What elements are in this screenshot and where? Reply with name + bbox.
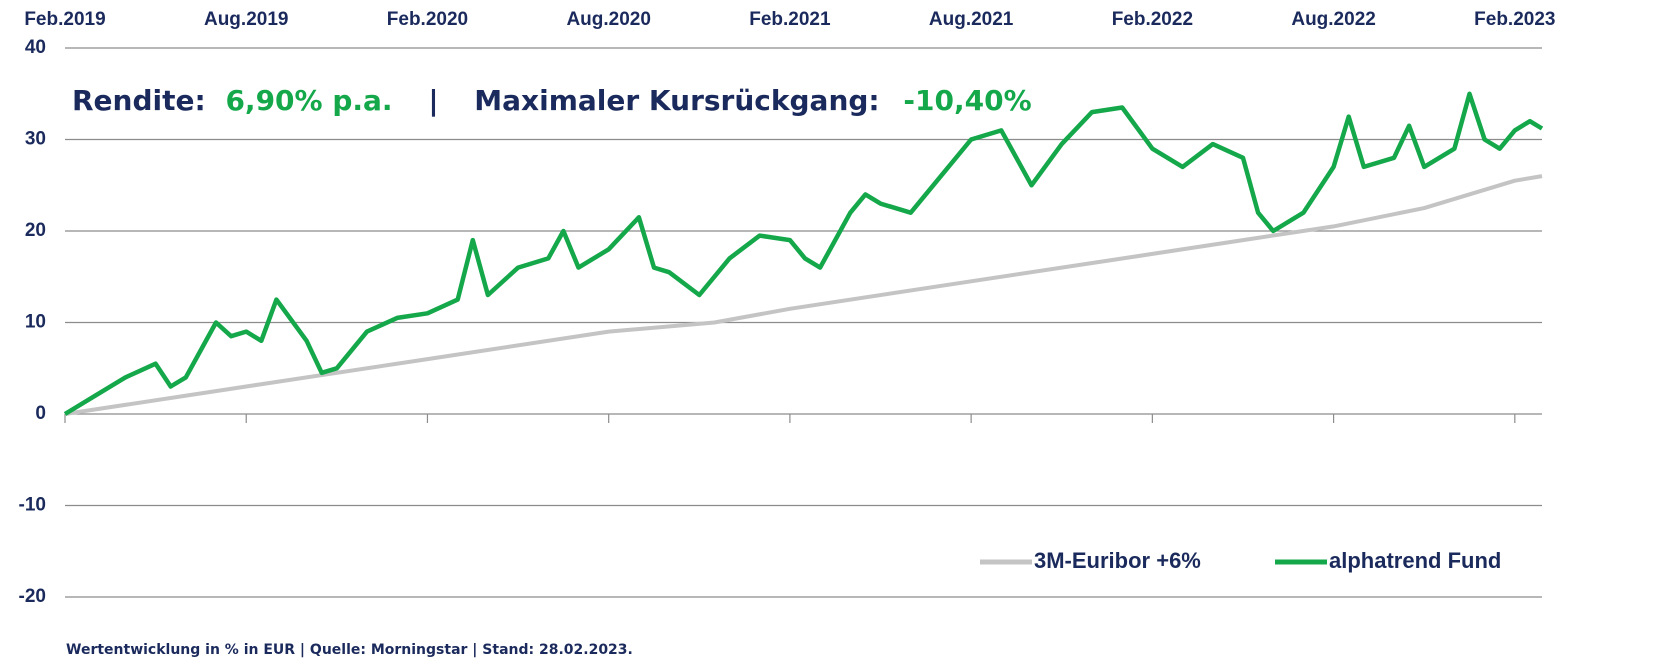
y-tick-label: 40 — [25, 37, 46, 58]
y-tick-label: 30 — [25, 129, 46, 150]
legend-label: 3M-Euribor +6% — [1034, 548, 1201, 573]
footnote: Wertentwicklung in % in EUR | Quelle: Mo… — [66, 642, 633, 658]
x-tick-label: Aug.2021 — [929, 9, 1014, 30]
headline-part: 6,90% p.a. — [225, 84, 392, 117]
headline-part: | — [428, 84, 438, 117]
y-tick-label: -20 — [19, 586, 46, 607]
y-tick-label: -10 — [19, 495, 46, 516]
headline-part: -10,40% — [903, 84, 1031, 117]
headline-part: Maximaler Kursrückgang: — [474, 84, 879, 117]
legend-label: alphatrend Fund — [1329, 548, 1501, 573]
y-tick-label: 0 — [35, 403, 46, 424]
headline-part: Rendite: — [72, 84, 206, 117]
x-tick-label: Aug.2019 — [204, 9, 288, 30]
x-tick-label: Aug.2022 — [1291, 9, 1375, 30]
x-tick-label: Feb.2020 — [387, 9, 468, 30]
y-tick-label: 10 — [25, 312, 46, 333]
x-tick-label: Aug.2020 — [566, 9, 650, 30]
x-tick-label: Feb.2023 — [1474, 9, 1555, 30]
x-tick-label: Feb.2022 — [1112, 9, 1193, 30]
series-line — [63, 91, 1544, 416]
y-tick-label: 20 — [25, 220, 46, 241]
x-tick-label: Feb.2021 — [749, 9, 831, 30]
x-tick-label: Feb.2019 — [24, 9, 105, 30]
headline: Rendite: 6,90% p.a. | Maximaler Kursrück… — [72, 84, 1032, 117]
series-line — [64, 174, 1543, 416]
